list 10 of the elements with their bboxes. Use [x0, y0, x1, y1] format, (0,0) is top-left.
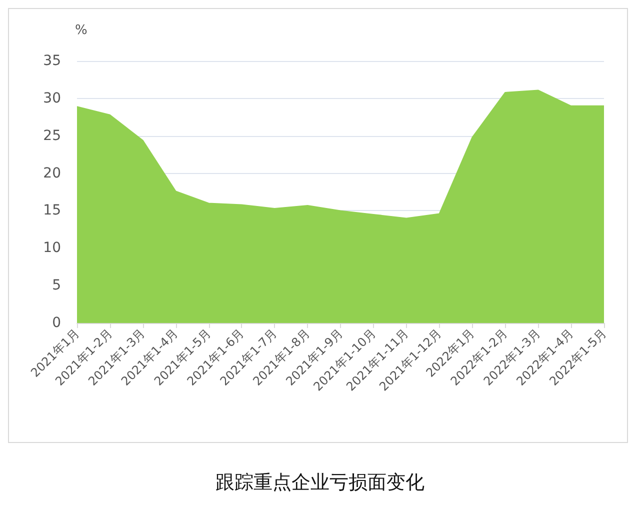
y-tick-label: 5 [52, 278, 61, 294]
y-tick-label: 30 [43, 90, 61, 106]
y-axis-title: % [75, 23, 88, 38]
text: 跟踪重点企业亏损面变化 [216, 472, 424, 494]
y-tick-label: 0 [52, 315, 61, 331]
y-tick-label: 15 [43, 202, 61, 219]
y-tick-label: 10 [43, 240, 61, 256]
y-tick-label: 35 [43, 53, 61, 69]
y-tick-label: 25 [43, 128, 61, 144]
y-tick-label: 20 [43, 165, 61, 182]
